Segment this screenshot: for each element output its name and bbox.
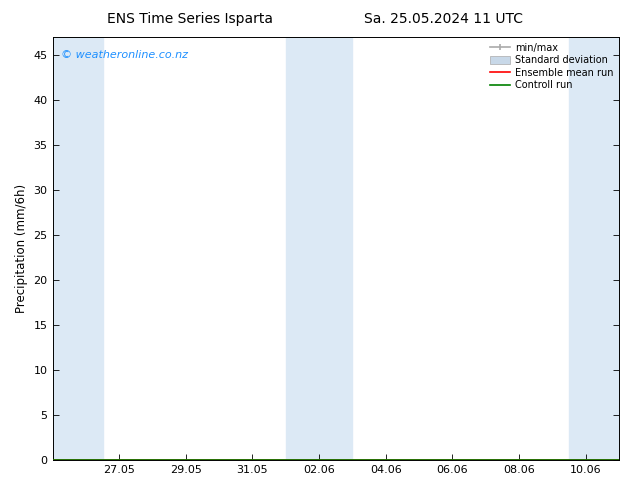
- Bar: [569, 37, 634, 460]
- Y-axis label: Precipitation (mm/6h): Precipitation (mm/6h): [15, 184, 28, 313]
- Text: ENS Time Series Isparta: ENS Time Series Isparta: [107, 12, 273, 26]
- Bar: [53, 37, 103, 460]
- Text: © weatheronline.co.nz: © weatheronline.co.nz: [61, 50, 188, 60]
- Bar: [286, 37, 353, 460]
- Text: Sa. 25.05.2024 11 UTC: Sa. 25.05.2024 11 UTC: [365, 12, 523, 26]
- Legend: min/max, Standard deviation, Ensemble mean run, Controll run: min/max, Standard deviation, Ensemble me…: [488, 40, 616, 93]
